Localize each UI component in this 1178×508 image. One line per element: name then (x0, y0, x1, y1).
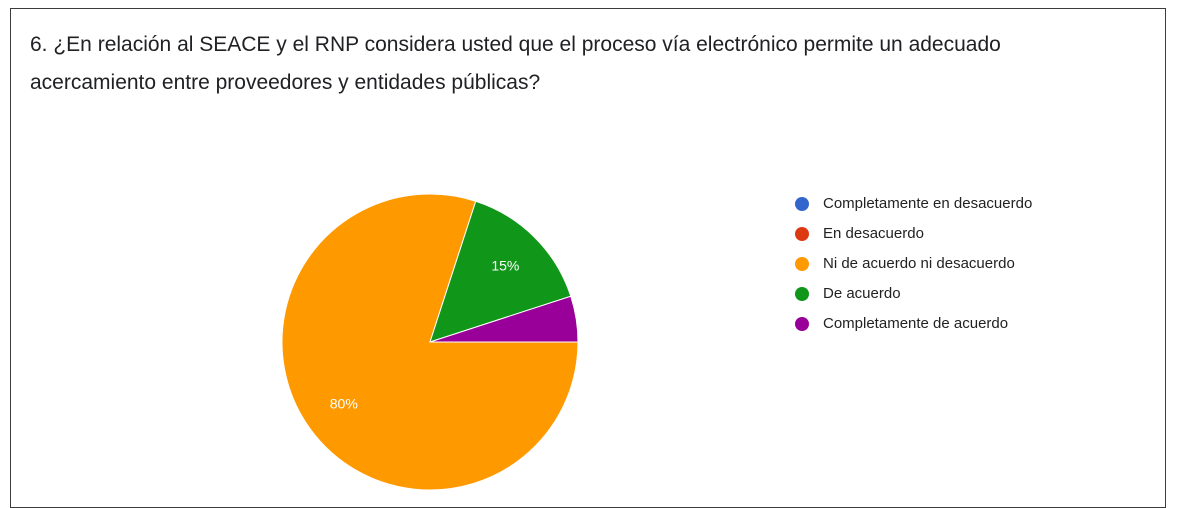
legend-label: En desacuerdo (823, 225, 924, 242)
pie-slice (429, 200, 572, 343)
legend-label: De acuerdo (823, 285, 901, 302)
legend-swatch (795, 287, 809, 301)
page: 6. ¿En relación al SEACE y el RNP consid… (10, 8, 1166, 508)
slice-label: 80% (330, 395, 358, 411)
legend-swatch (795, 197, 809, 211)
chart: 80% 15% Completamente en desacuerdo En desa… (281, 193, 1032, 491)
legend-label: Ni de acuerdo ni desacuerdo (823, 255, 1015, 272)
legend-swatch (795, 317, 809, 331)
legend-swatch (795, 227, 809, 241)
question-title: 6. ¿En relación al SEACE y el RNP consid… (30, 33, 1001, 94)
slice-label: 15% (491, 257, 519, 273)
legend-label: Completamente en desacuerdo (823, 195, 1032, 212)
legend-swatch (795, 257, 809, 271)
legend-label: Completamente de acuerdo (823, 315, 1008, 332)
pie-slice (429, 295, 579, 343)
